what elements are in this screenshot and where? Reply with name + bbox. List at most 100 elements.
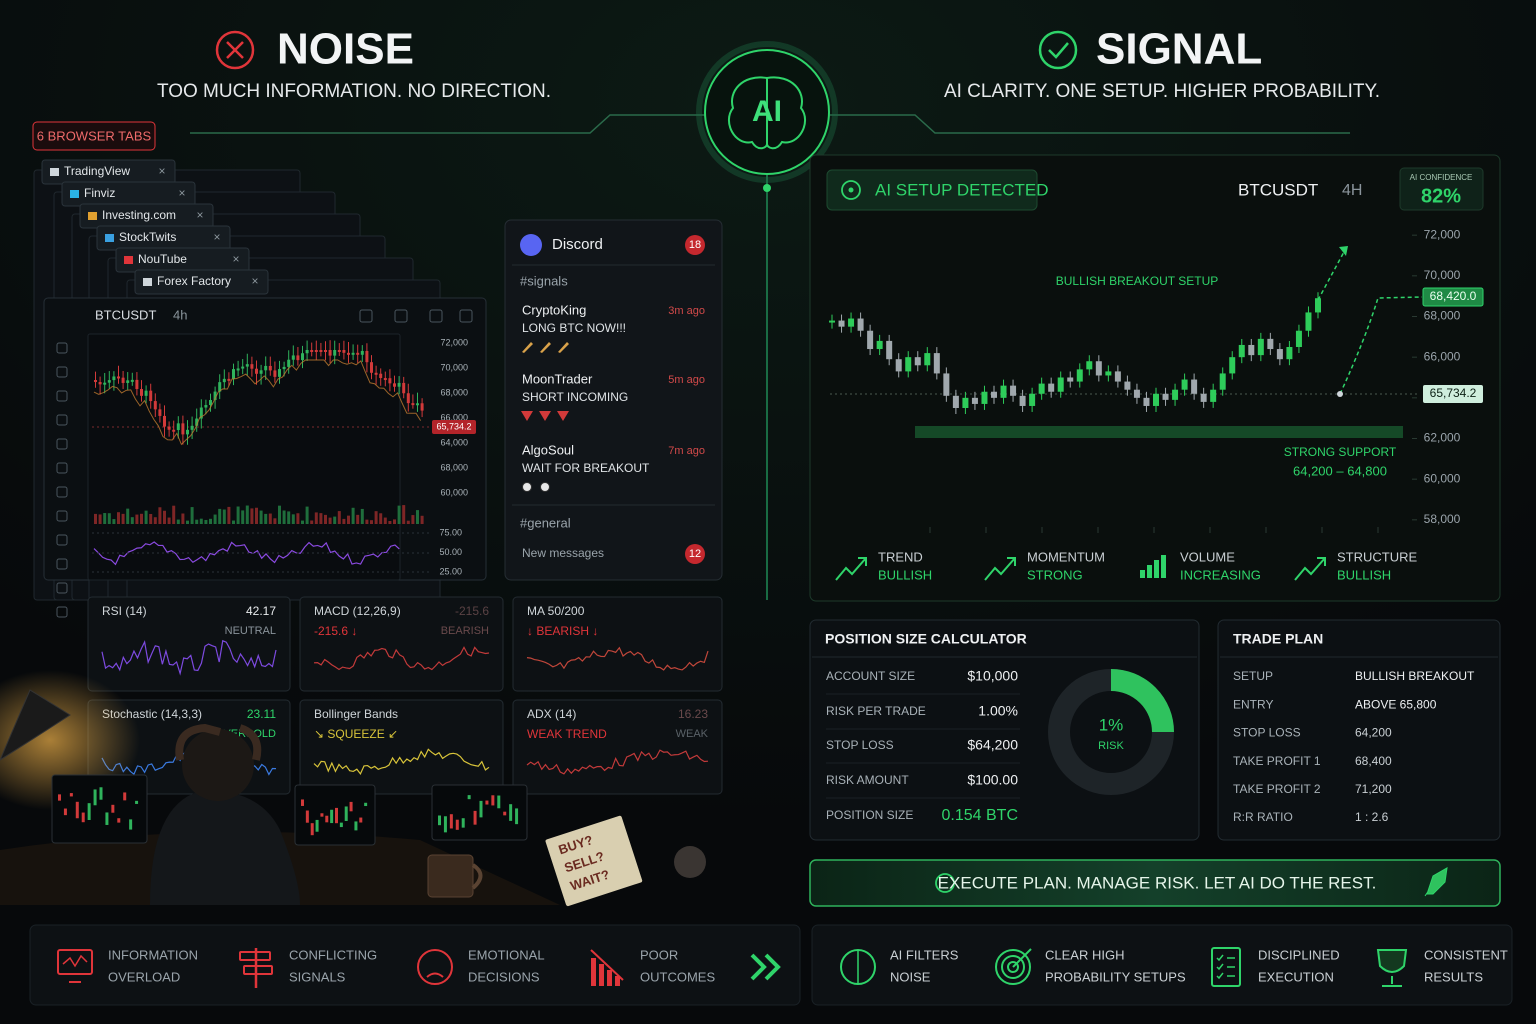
plan-value: BULLISH BREAKOUT — [1355, 669, 1475, 683]
candle — [1067, 377, 1074, 382]
decoration — [204, 405, 208, 408]
tab-title: Investing.com — [102, 208, 176, 222]
decoration — [236, 368, 240, 371]
plan-value: 1 : 2.6 — [1355, 810, 1389, 824]
oscillator-label: 75.00 — [439, 527, 462, 537]
candle — [1095, 361, 1102, 376]
tab-close: × — [196, 208, 203, 222]
decoration — [1294, 557, 1326, 581]
footer-text: EMOTIONAL — [468, 947, 545, 962]
donut-value: 1% — [1099, 715, 1124, 734]
decoration — [107, 513, 111, 524]
candle — [952, 395, 959, 408]
decoration — [330, 809, 334, 824]
decoration — [153, 517, 157, 524]
trade-plan-panel — [1217, 619, 1501, 841]
decoration — [123, 792, 127, 801]
decoration — [93, 541, 400, 566]
tab-title: Forex Factory — [157, 274, 231, 288]
banner-text: EXECUTE PLAN. MANAGE RISK. LET AI DO THE… — [938, 873, 1377, 892]
candle — [1181, 379, 1188, 390]
decoration — [58, 794, 61, 801]
decoration — [105, 812, 109, 825]
calc-label: RISK AMOUNT — [826, 773, 909, 787]
decoration — [153, 401, 157, 410]
footer-text: OUTCOMES — [640, 969, 715, 984]
decoration — [305, 350, 309, 354]
indicator-value: 23.11 — [247, 707, 276, 721]
candle — [1133, 389, 1140, 398]
decoration — [370, 520, 373, 524]
toolbar-icon — [56, 462, 68, 474]
y-tick-label: 60,000 — [1424, 471, 1461, 485]
decoration — [515, 808, 519, 825]
noise-symbol: BTCUSDT — [95, 307, 156, 322]
decoration — [163, 415, 166, 427]
toolbar-icon — [56, 558, 68, 570]
decoration — [521, 411, 533, 421]
monitor — [51, 774, 148, 844]
decoration — [245, 364, 249, 367]
footer-text: EXECUTION — [1258, 969, 1334, 984]
decoration — [333, 350, 337, 356]
decoration — [337, 350, 341, 352]
decoration — [250, 508, 254, 524]
footer-text: OVERLOAD — [108, 969, 180, 984]
candle — [1315, 298, 1321, 313]
footer-text: RESULTS — [1424, 969, 1483, 984]
decoration — [449, 814, 453, 829]
unread-count: 18 — [689, 239, 701, 251]
calc-label: POSITION SIZE — [826, 808, 913, 822]
toolbar-icon — [56, 486, 68, 498]
decoration — [557, 411, 569, 421]
decoration — [126, 380, 130, 383]
metric-icon — [1147, 565, 1152, 578]
signal-subtitle: AI CLARITY. ONE SETUP. HIGHER PROBABILIT… — [944, 81, 1380, 102]
decoration — [356, 352, 360, 355]
indicator-panel — [512, 699, 723, 795]
decoration — [149, 390, 153, 402]
y-tick-label: 58,000 — [1424, 512, 1461, 526]
decoration — [540, 342, 551, 353]
decoration — [176, 519, 180, 524]
decoration — [1339, 296, 1423, 395]
decoration — [190, 425, 194, 430]
calc-value: 0.154 BTC — [942, 807, 1018, 824]
decoration — [93, 789, 97, 806]
decoration — [232, 369, 235, 379]
tab-icon — [88, 212, 97, 220]
tab-icon — [50, 168, 59, 176]
indicator-panel — [87, 596, 291, 692]
candle — [1286, 347, 1293, 360]
decoration — [282, 510, 286, 524]
decoration — [226, 41, 244, 59]
oscillator-label: 50.00 — [439, 547, 462, 557]
decoration — [1339, 246, 1348, 256]
decoration — [144, 390, 148, 396]
decoration — [287, 511, 291, 524]
price-tag — [1422, 287, 1484, 307]
candle — [1057, 377, 1064, 392]
decoration — [181, 423, 185, 435]
decoration — [213, 514, 217, 524]
decoration — [374, 511, 378, 524]
footer-text: NOISE — [890, 969, 931, 984]
decoration — [674, 846, 706, 878]
candle — [1114, 371, 1121, 382]
decoration — [0, 689, 71, 761]
decoration — [335, 807, 338, 824]
candle — [933, 353, 940, 374]
footer-text: DISCIPLINED — [1258, 947, 1340, 962]
y-tick-label: 62,000 — [1424, 431, 1461, 445]
decoration — [337, 511, 341, 524]
decoration — [383, 517, 387, 524]
toolbar-icon — [56, 366, 68, 378]
oscillator-label: 25.00 — [439, 566, 462, 576]
decoration — [342, 350, 346, 353]
candle — [981, 391, 988, 404]
decoration — [461, 818, 465, 828]
support-range: 64,200 – 64,800 — [1293, 463, 1387, 478]
candle — [1010, 385, 1017, 396]
decoration — [245, 505, 249, 524]
